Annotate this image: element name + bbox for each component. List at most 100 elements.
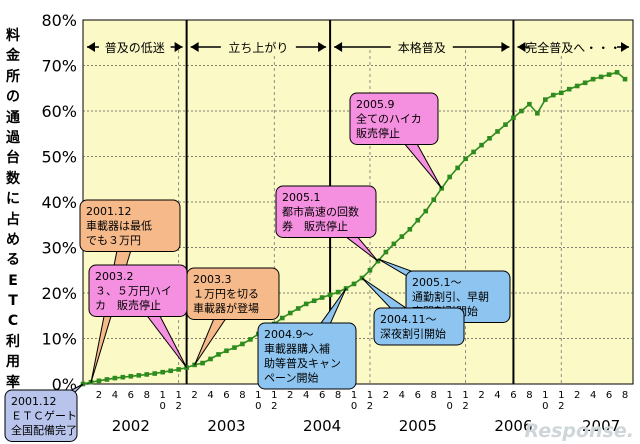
data-point [423, 208, 429, 214]
x-month-label: 8 [144, 390, 150, 401]
x-month-label: 1 [558, 390, 564, 401]
y-axis-label-char: る [6, 252, 20, 269]
x-year-label: 2007 [582, 417, 620, 435]
x-month-label: 6 [510, 390, 516, 401]
x-month-label: 1 [160, 390, 166, 401]
y-axis-label-char: 過 [6, 129, 20, 146]
data-point [383, 249, 389, 255]
data-point [144, 372, 150, 377]
x-month-label: 0 [255, 401, 261, 412]
x-month-label: 0 [446, 401, 452, 412]
x-month-label: 8 [526, 390, 532, 401]
callout-box [4, 389, 78, 442]
callout-text: 2005.9 [356, 98, 395, 111]
data-point [232, 345, 237, 350]
data-point [176, 367, 181, 372]
data-point [287, 310, 293, 316]
watermark: Response. [524, 420, 634, 442]
x-month-label: 4 [590, 390, 596, 401]
x-year-label: 2003 [207, 417, 245, 435]
y-axis-label-char: 数 [6, 170, 20, 187]
data-point [112, 375, 118, 381]
data-point [240, 341, 245, 347]
x-year-label: 2004 [303, 417, 341, 435]
y-axis-label-char: 所 [6, 68, 20, 85]
data-point [558, 90, 564, 96]
phase-arrow-head-left [87, 42, 95, 52]
phase-label: 完全普及へ・・・ [525, 40, 621, 55]
callout-text: カ 販売停止 [95, 298, 161, 312]
x-month-label: 2 [175, 401, 181, 412]
callout-text: 券 販売停止 [282, 219, 348, 233]
data-point [216, 352, 221, 357]
data-point [455, 165, 460, 171]
data-point [527, 101, 532, 107]
data-point [327, 292, 333, 298]
x-month-label: 1 [446, 390, 452, 401]
callout-text: 2001.12 [86, 205, 132, 218]
callout-text: 2003.3 [193, 273, 232, 286]
x-month-label: 4 [112, 390, 118, 401]
data-point [96, 378, 102, 384]
data-point [303, 301, 309, 307]
data-point [479, 142, 484, 148]
data-point [471, 149, 476, 155]
y-axis-label-char: 利 [6, 333, 20, 350]
data-point [503, 122, 508, 127]
x-month-label: 2 [383, 390, 389, 401]
callout-text: 2005.1 [282, 191, 321, 204]
x-year-label: 2002 [112, 417, 150, 435]
data-point [407, 227, 413, 232]
data-point [319, 295, 325, 300]
data-point [566, 86, 572, 92]
x-month-label: 2 [558, 401, 564, 412]
x-month-label: 2 [367, 401, 373, 412]
data-point [487, 136, 492, 141]
y-axis-label-char: に [6, 191, 20, 208]
data-point [431, 197, 437, 203]
data-point [463, 156, 468, 162]
callout-text: 深夜割引開始 [380, 327, 446, 341]
x-month-label: 6 [606, 390, 612, 401]
data-point [104, 377, 110, 382]
data-point [152, 371, 158, 376]
y-tick-label: 30% [41, 239, 77, 258]
x-month-label: 4 [303, 390, 309, 401]
y-axis-label-char: 料 [6, 28, 20, 44]
x-month-label: 1 [462, 390, 468, 401]
callout-box [257, 322, 357, 390]
callout-text: でも３万円 [86, 234, 141, 247]
data-point [399, 234, 405, 239]
data-point [224, 348, 229, 354]
phase-arrow-head-right [318, 42, 327, 52]
data-point [606, 72, 612, 77]
data-point [248, 337, 253, 342]
x-month-label: 8 [622, 390, 628, 401]
x-month-label: 2 [462, 401, 468, 412]
x-month-label: 2 [271, 401, 277, 412]
data-point [335, 289, 341, 295]
x-month-label: 6 [319, 390, 325, 401]
data-point [614, 70, 620, 75]
phase-label: 普及の低迷 [105, 41, 165, 55]
x-month-label: 1 [175, 390, 181, 401]
y-tick-label: 70% [41, 57, 77, 76]
y-axis-label-char: 台 [6, 150, 20, 167]
x-month-label: 2 [287, 390, 293, 401]
data-point [160, 369, 166, 375]
data-point [200, 360, 205, 366]
callout-text: 車載器購入補 [264, 342, 330, 356]
phase-label-bg [390, 38, 453, 56]
phase-label-bg [529, 38, 617, 56]
data-point [208, 356, 213, 362]
callout-text: 2004.11～ [380, 313, 437, 326]
x-month-label: 1 [367, 390, 373, 401]
x-month-label: 4 [399, 390, 405, 401]
data-point [543, 97, 548, 102]
callout-text: １万円を切る [193, 288, 259, 301]
data-point [136, 373, 142, 378]
callout-text: ３、５万円ハイ [95, 285, 172, 298]
y-axis-label-char: 金 [6, 48, 20, 65]
